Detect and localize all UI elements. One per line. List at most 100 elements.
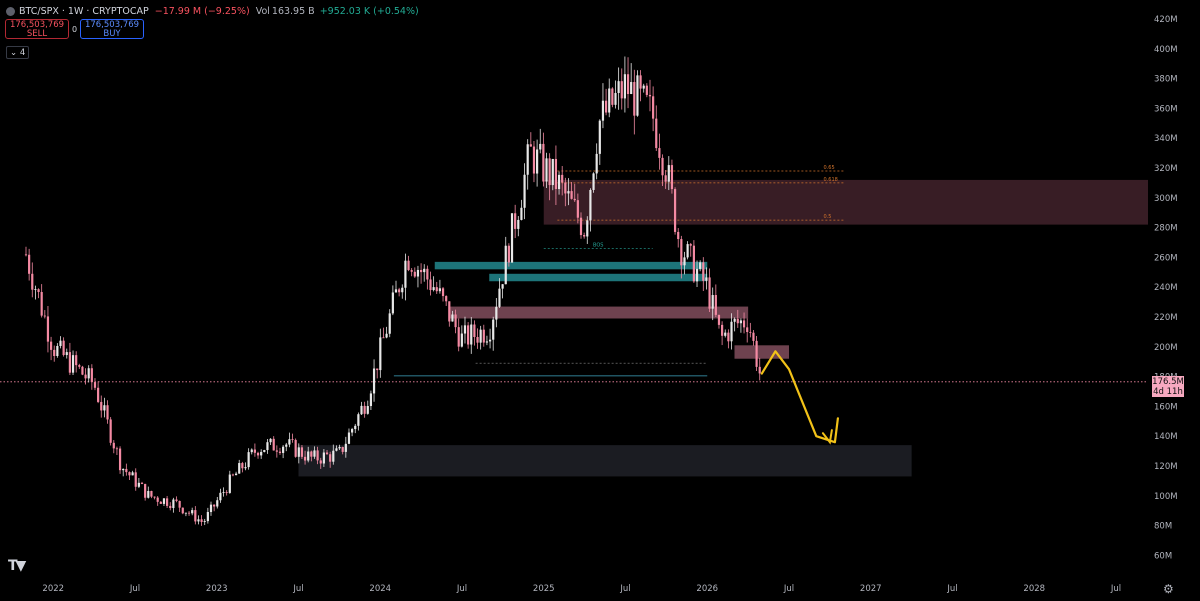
candle-down bbox=[702, 262, 705, 281]
tradingview-logo-icon[interactable]: T▼ bbox=[8, 558, 26, 574]
candle-down bbox=[294, 439, 297, 457]
candle-down bbox=[46, 316, 50, 342]
candle-up bbox=[228, 474, 231, 493]
candle-up bbox=[432, 287, 435, 291]
candle-up bbox=[172, 499, 175, 509]
candle-down bbox=[573, 198, 576, 201]
candle-down bbox=[90, 368, 93, 383]
candle-up bbox=[636, 75, 639, 116]
candle-down bbox=[661, 157, 664, 176]
x-tick-label: Jul bbox=[783, 584, 794, 594]
candle-up bbox=[695, 268, 699, 282]
projection-arrowhead bbox=[821, 429, 833, 445]
candle-down bbox=[341, 447, 344, 452]
candle-down bbox=[426, 268, 429, 280]
candle-down bbox=[194, 510, 197, 522]
candle-up bbox=[263, 450, 266, 452]
candle-down bbox=[376, 368, 379, 371]
candle-down bbox=[467, 325, 470, 345]
candle-up bbox=[59, 340, 62, 346]
candle-down bbox=[68, 352, 71, 373]
candle-up bbox=[282, 446, 285, 453]
candle-up bbox=[492, 319, 495, 340]
candle-down bbox=[692, 245, 695, 282]
candle-up bbox=[623, 74, 627, 99]
candle-up bbox=[366, 406, 369, 414]
indicators-collapse-button[interactable]: ⌄ 4 bbox=[6, 46, 30, 59]
bar-countdown: 4d 11h bbox=[1153, 387, 1183, 397]
levels-layer: 0.65 0.618 0.5 BOS bbox=[0, 165, 1148, 383]
candle-down bbox=[241, 463, 244, 469]
candle-down bbox=[611, 88, 614, 105]
candle-down bbox=[626, 74, 630, 95]
candle-down bbox=[75, 355, 78, 366]
candle-up bbox=[197, 519, 200, 522]
candle-down bbox=[633, 82, 636, 116]
candle-down bbox=[272, 438, 275, 451]
candle-down bbox=[441, 288, 445, 297]
candle-up bbox=[338, 447, 341, 449]
candle-down bbox=[329, 454, 332, 462]
symbol-title[interactable]: BTC/SPX · 1W · CRYPTOCAP bbox=[19, 5, 149, 17]
y-tick-label: 280M bbox=[1154, 224, 1178, 234]
candle-down bbox=[413, 271, 416, 277]
buy-button[interactable]: 176,503,769 BUY bbox=[80, 19, 144, 39]
candle-up bbox=[344, 443, 347, 452]
candle-down bbox=[128, 472, 131, 476]
volume-change: +952.03 K (+0.54%) bbox=[319, 5, 419, 17]
trade-panel: 176,503,769 SELL 0 176,503,769 BUY bbox=[5, 19, 144, 39]
candle-up bbox=[56, 345, 59, 356]
candle-up bbox=[733, 318, 736, 322]
candle-down bbox=[81, 366, 84, 375]
zone-resistance bbox=[448, 306, 749, 319]
candle-up bbox=[162, 498, 166, 504]
x-tick-label: Jul bbox=[129, 584, 140, 594]
settings-gear-icon[interactable]: ⚙ bbox=[1163, 582, 1174, 596]
candle-down bbox=[746, 327, 749, 332]
candle-down bbox=[24, 254, 28, 256]
x-tick-label: Jul bbox=[619, 584, 630, 594]
candle-down bbox=[655, 118, 658, 149]
candle-up bbox=[357, 414, 360, 426]
candle-up bbox=[567, 191, 570, 194]
candle-down bbox=[325, 452, 329, 455]
candle-up bbox=[592, 173, 595, 190]
candle-down bbox=[275, 450, 278, 452]
x-tick-label: 2024 bbox=[369, 584, 391, 594]
candle-up bbox=[608, 88, 611, 113]
candle-up bbox=[617, 81, 620, 94]
candle-up bbox=[247, 452, 250, 468]
candle-up bbox=[65, 352, 68, 356]
candle-down bbox=[454, 314, 457, 328]
candle-up bbox=[523, 174, 526, 208]
candle-up bbox=[460, 333, 463, 347]
spread-value: 0 bbox=[71, 24, 78, 34]
candle-down bbox=[150, 490, 153, 497]
sell-button[interactable]: 176,503,769 SELL bbox=[5, 19, 69, 39]
candle-up bbox=[394, 289, 398, 293]
candle-up bbox=[724, 332, 727, 336]
candle-up bbox=[209, 504, 213, 513]
candle-down bbox=[435, 287, 438, 292]
candle-up bbox=[614, 93, 617, 105]
candle-up bbox=[539, 143, 542, 150]
candle-down bbox=[181, 507, 184, 514]
candle-down bbox=[398, 289, 401, 293]
candle-up bbox=[520, 207, 523, 220]
y-tick-label: 220M bbox=[1154, 313, 1178, 323]
candle-up bbox=[423, 268, 426, 273]
buy-price: 176,503,769 bbox=[84, 20, 140, 30]
candle-down bbox=[758, 366, 761, 374]
candle-up bbox=[451, 314, 454, 322]
y-tick-label: 340M bbox=[1154, 134, 1178, 144]
sell-label: SELL bbox=[26, 29, 48, 39]
candle-down bbox=[31, 273, 34, 290]
candle-up bbox=[206, 512, 209, 522]
candle-down bbox=[93, 382, 97, 388]
candle-up bbox=[234, 473, 238, 476]
volume-label: Vol bbox=[255, 5, 270, 17]
candle-up bbox=[642, 85, 645, 89]
candle-down bbox=[664, 175, 667, 182]
